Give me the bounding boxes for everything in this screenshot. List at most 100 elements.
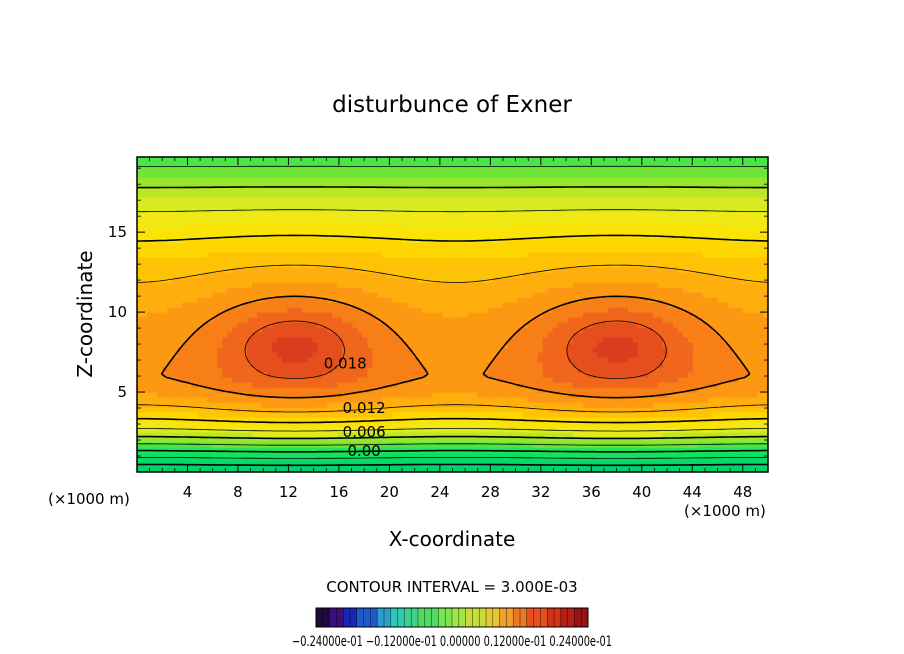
field-cell <box>177 172 183 178</box>
field-cell <box>412 267 419 273</box>
field-cell <box>507 287 514 293</box>
field-cell <box>317 197 323 203</box>
field-cell <box>292 257 298 263</box>
field-cell <box>312 187 318 193</box>
field-cell <box>267 417 273 423</box>
field-cell <box>277 212 283 218</box>
field-cell <box>362 172 368 178</box>
field-cell <box>297 317 303 323</box>
field-cell <box>317 267 323 273</box>
field-cell <box>392 467 399 472</box>
field-cell <box>302 282 308 288</box>
field-cell <box>317 172 323 178</box>
field-cell <box>247 452 253 458</box>
field-cell <box>352 297 358 303</box>
field-cell <box>447 367 454 373</box>
field-cell <box>282 157 288 163</box>
field-cell <box>367 402 373 408</box>
field-cell <box>197 187 203 193</box>
field-cell <box>387 322 394 328</box>
field-cell <box>447 352 454 358</box>
field-cell <box>187 312 193 318</box>
field-cell <box>402 327 409 333</box>
field-cell <box>442 347 449 353</box>
field-cell <box>157 437 163 443</box>
field-cell <box>492 197 499 203</box>
field-cell <box>352 222 358 228</box>
field-cell <box>482 457 489 463</box>
field-cell <box>402 282 409 288</box>
field-cell <box>452 177 459 183</box>
field-cell <box>437 197 444 203</box>
field-cell <box>502 432 509 438</box>
field-cell <box>507 227 514 233</box>
field-cell <box>287 407 293 413</box>
field-cell <box>487 317 494 323</box>
field-cell <box>242 332 248 338</box>
field-cell <box>397 242 404 248</box>
field-cell <box>407 232 414 238</box>
field-cell <box>332 412 338 418</box>
field-cell <box>477 177 484 183</box>
field-cell <box>272 387 278 393</box>
field-cell <box>387 312 394 318</box>
field-cell <box>217 377 223 383</box>
field-cell <box>137 372 143 378</box>
field-cell <box>217 362 223 368</box>
field-cell <box>307 467 313 472</box>
field-cell <box>527 407 534 413</box>
field-cell <box>392 182 399 188</box>
field-cell <box>302 242 308 248</box>
field-cell <box>297 382 303 388</box>
field-cell <box>522 192 529 198</box>
field-cell <box>152 222 158 228</box>
field-cell <box>312 202 318 208</box>
field-cell <box>397 187 404 193</box>
field-cell <box>407 182 414 188</box>
field-cell <box>472 172 479 178</box>
field-cell <box>197 317 203 323</box>
field-cell <box>152 467 158 472</box>
field-cell <box>192 392 198 398</box>
field-cell <box>402 307 409 313</box>
field-cell <box>142 172 148 178</box>
field-cell <box>137 327 143 333</box>
field-cell <box>222 412 228 418</box>
field-cell <box>502 377 509 383</box>
field-cell <box>322 267 328 273</box>
field-cell <box>197 232 203 238</box>
field-cell <box>232 302 238 308</box>
field-cell <box>362 262 368 268</box>
field-cell <box>527 452 534 458</box>
field-cell <box>352 372 358 378</box>
field-cell <box>352 367 358 373</box>
field-cell <box>207 372 213 378</box>
field-cell <box>182 352 188 358</box>
field-cell <box>262 372 268 378</box>
field-cell <box>372 182 378 188</box>
field-cell <box>327 452 333 458</box>
field-cell <box>232 307 238 313</box>
field-cell <box>312 292 318 298</box>
field-cell <box>292 272 298 278</box>
field-cell <box>247 267 253 273</box>
field-cell <box>512 452 519 458</box>
field-cell <box>202 237 208 243</box>
field-cell <box>202 277 208 283</box>
field-cell <box>452 327 459 333</box>
field-cell <box>217 467 223 472</box>
field-cell <box>257 237 263 243</box>
field-cell <box>432 302 439 308</box>
field-cell <box>212 302 218 308</box>
field-cell <box>382 187 388 193</box>
field-cell <box>437 352 444 358</box>
field-cell <box>517 447 524 453</box>
field-cell <box>307 437 313 443</box>
field-cell <box>407 312 414 318</box>
field-cell <box>232 382 238 388</box>
field-cell <box>147 167 153 173</box>
field-cell <box>232 197 238 203</box>
field-cell <box>487 272 494 278</box>
field-cell <box>422 352 429 358</box>
field-cell <box>147 227 153 233</box>
